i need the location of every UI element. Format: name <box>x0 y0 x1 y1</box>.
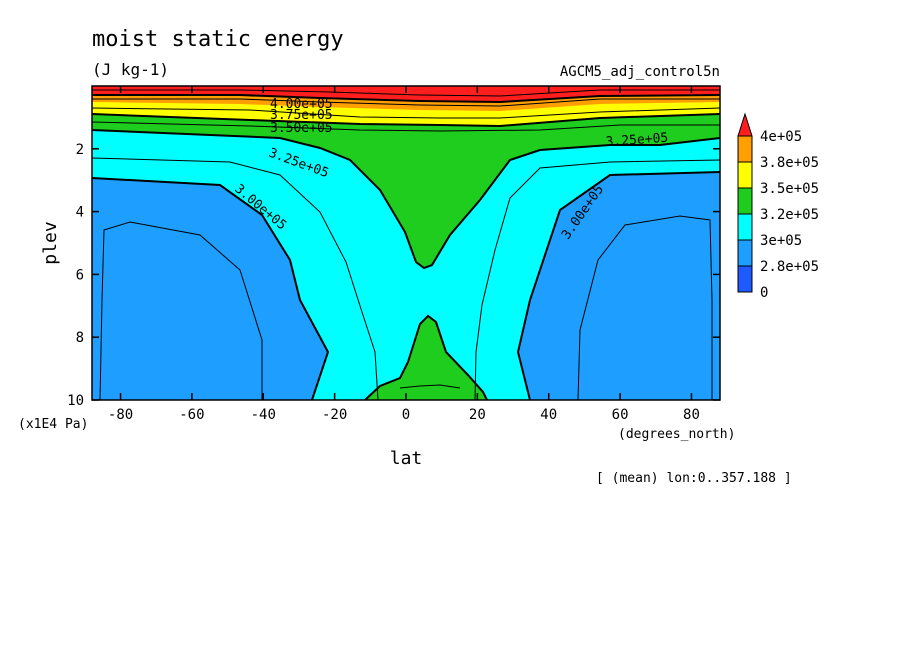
colorbar: 4e+05 3.8e+05 3.5e+05 3.2e+05 3e+05 2.8e+05 0 <box>737 112 819 301</box>
averaging-note: [ (mean) lon:0..357.188 ] <box>596 471 792 486</box>
colorbar-label: 3e+05 <box>760 233 802 249</box>
plot-area: 4.00e+05 3.75e+05 3.50e+05 3.25e+05 3.25… <box>92 86 720 400</box>
colorbar-swatch <box>737 265 753 293</box>
colorbar-swatch <box>737 187 753 215</box>
y-tick-label: 2 <box>76 142 84 158</box>
y-tick-label: 10 <box>67 393 84 409</box>
x-tick-label: -60 <box>179 407 204 423</box>
y-tick-label: 6 <box>76 267 84 283</box>
x-tick-label: 60 <box>612 407 629 423</box>
contour-label-3.25e+05-right: 3.25e+05 <box>605 131 669 150</box>
x-tick-label: 0 <box>402 407 410 423</box>
colorbar-label: 3.2e+05 <box>760 207 819 223</box>
x-tick-label: 20 <box>469 407 486 423</box>
x-tick-label: -80 <box>108 407 133 423</box>
contour-label-3.50e+05: 3.50e+05 <box>270 121 333 136</box>
colorbar-label: 2.8e+05 <box>760 259 819 275</box>
colorbar-swatch <box>737 135 753 163</box>
x-axis-units: (degrees_north) <box>618 427 735 442</box>
x-tick-label: -40 <box>251 407 276 423</box>
colorbar-swatch <box>737 161 753 189</box>
y-tick-label: 4 <box>76 205 84 221</box>
x-tick-label: 40 <box>540 407 557 423</box>
band-3e+05 <box>92 86 720 400</box>
chart-units: (J kg-1) <box>92 60 169 79</box>
colorbar-label: 0 <box>760 285 768 301</box>
x-axis: -80 -60 -40 -20 0 20 40 60 80 <box>108 86 700 423</box>
y-axis: 2 4 6 8 10 <box>67 142 720 409</box>
colorbar-label: 4e+05 <box>760 129 802 145</box>
colorbar-arrow <box>737 112 753 137</box>
x-tick-label: -20 <box>322 407 347 423</box>
colorbar-swatch <box>737 213 753 241</box>
contour-lines-major <box>92 94 720 400</box>
colorbar-swatch <box>737 239 753 267</box>
chart-title: moist static energy <box>92 27 344 52</box>
contour-label-3.75e+05: 3.75e+05 <box>270 108 333 123</box>
contour-label-4.00e+05: 4.00e+05 <box>270 97 333 112</box>
colorbar-label: 3.5e+05 <box>760 181 819 197</box>
colorbar-label: 3.8e+05 <box>760 155 819 171</box>
y-axis-title: plev <box>40 221 61 264</box>
dataset-label: AGCM5_adj_control5n <box>560 64 720 80</box>
band-3.2e+05-lower <box>365 316 487 400</box>
contour-lines <box>92 89 720 400</box>
y-tick-label: 8 <box>76 330 84 346</box>
band-3.2e+05-upper <box>92 86 720 268</box>
x-tick-label: 80 <box>683 407 700 423</box>
y-axis-units: (x1E4 Pa) <box>18 417 88 432</box>
x-axis-title: lat <box>390 448 423 469</box>
